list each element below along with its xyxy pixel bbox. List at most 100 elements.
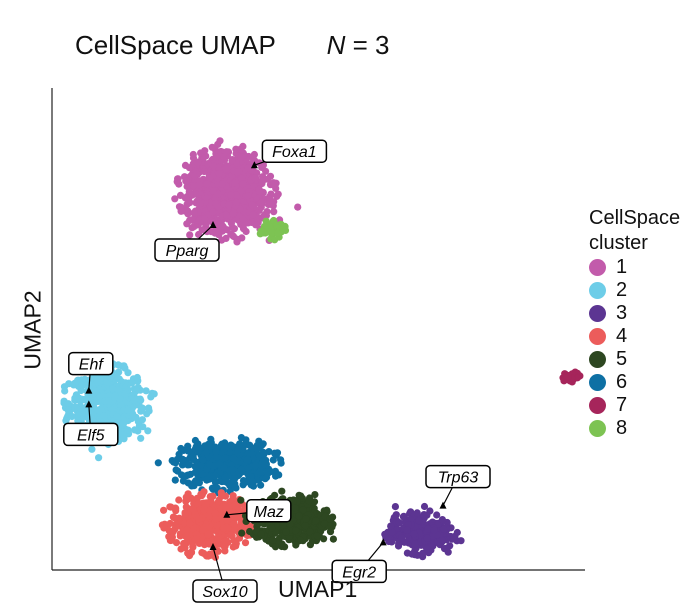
cluster-1-point [200, 167, 208, 176]
cluster-6-point [220, 445, 228, 453]
cluster-1-point [268, 201, 276, 209]
cluster-1-point [251, 174, 259, 182]
cluster-3-point [430, 526, 438, 534]
legend-item-6: 6 [589, 371, 689, 394]
cluster-2-point [104, 397, 113, 405]
cluster-8-point [274, 229, 282, 237]
cluster-3-point [403, 526, 411, 534]
annotation-arrow-icon [85, 400, 93, 408]
legend-label: 8 [616, 417, 628, 439]
cluster-1-point [196, 199, 204, 207]
gene-annotations: Foxa1 Pparg Ehf Elf5 Maz Sox10 Egr2 Trp63 [63, 139, 491, 603]
legend-swatch [589, 305, 606, 322]
annotation-arrow-icon [223, 510, 231, 518]
cluster-2-point [62, 417, 70, 425]
cluster-3-point [423, 534, 431, 542]
cluster-2-point [130, 396, 138, 404]
cluster-5-point [310, 498, 319, 506]
annotation-trp63: Trp63 [425, 464, 491, 509]
cluster-5-point [268, 524, 276, 532]
cluster-6-point [231, 483, 239, 491]
cluster-2-point [64, 400, 72, 408]
cluster-6-point [264, 470, 272, 478]
annotation-label: Maz [254, 504, 284, 521]
cluster-4-point [181, 510, 189, 518]
cluster-6-point [191, 468, 199, 476]
annotation-label: Foxa1 [272, 144, 316, 161]
cluster-1-point [227, 191, 235, 199]
legend-swatch [589, 259, 606, 276]
cluster-1-point [189, 150, 197, 159]
cluster-2-point [137, 396, 145, 404]
annotation-egr2: Egr2 [331, 538, 387, 584]
legend-item-2: 2 [589, 279, 689, 302]
cluster-2-point [131, 413, 139, 421]
cluster-6-point [202, 448, 210, 456]
cluster-5-point [320, 520, 328, 528]
cluster-1-point [239, 215, 247, 223]
cluster-3-point [411, 540, 419, 548]
cluster-1-point [209, 162, 217, 170]
cluster-1-point [176, 191, 185, 199]
cluster-2-point [144, 427, 152, 435]
cluster-1-point [193, 190, 201, 199]
cluster-4-point [192, 535, 200, 543]
cluster-2-point [138, 406, 146, 414]
cluster-8-point [257, 227, 265, 235]
cluster-1-point [223, 148, 231, 156]
cluster-4-point [215, 497, 223, 506]
cluster-6-point [240, 478, 248, 487]
cluster-5-point [297, 492, 305, 500]
cluster-4-point [214, 536, 222, 544]
annotation-box [63, 422, 119, 447]
cluster-6-point [179, 455, 187, 463]
cluster-3-point [398, 534, 406, 542]
cluster-1-point [208, 143, 216, 151]
legend-item-5: 5 [589, 348, 689, 371]
cluster-1-point [232, 145, 240, 153]
annotation-label: Sox10 [202, 584, 247, 601]
cluster-2-point [113, 413, 121, 421]
cluster-1-point [238, 153, 246, 161]
annotation-label: Pparg [166, 243, 209, 260]
cluster-6-point [185, 461, 193, 469]
cluster-3-point [426, 507, 434, 515]
cluster-6-point [228, 442, 236, 450]
cluster-6-point [189, 453, 197, 461]
cluster-2-point [111, 392, 119, 400]
cluster-3-point [395, 540, 403, 548]
cluster-5-point [326, 515, 334, 523]
cluster-3-point [382, 534, 390, 542]
annotation-box [68, 351, 114, 376]
legend-swatch [589, 374, 606, 391]
cluster-3-point [420, 502, 429, 511]
cluster-1-point [239, 180, 247, 188]
cluster-2-point [109, 385, 117, 393]
legend-label: 4 [616, 325, 628, 347]
cluster-5-point [306, 528, 314, 536]
cluster-6-point [225, 449, 233, 457]
cluster-4-point [183, 532, 191, 540]
cluster-5-point [257, 530, 265, 538]
cluster-5-point [302, 515, 310, 523]
cluster-3-point [415, 517, 423, 525]
cluster-1-point [194, 159, 202, 167]
cluster-1-point [270, 179, 278, 187]
legend-swatch [589, 328, 606, 345]
cluster-1-point [223, 211, 231, 219]
cluster-3-point [391, 503, 399, 511]
cluster-1-point [258, 177, 266, 185]
cluster-6-point [221, 454, 229, 462]
cluster-6-point [251, 461, 259, 470]
cluster-1-point [186, 231, 194, 239]
cluster-2-point [97, 405, 105, 413]
annotation-pparg: Pparg [154, 221, 220, 262]
cluster-2-point [131, 426, 139, 434]
annotation-arrow-icon [379, 538, 387, 546]
cluster-6-point [260, 460, 268, 469]
legend-item-3: 3 [589, 302, 689, 325]
cluster-4-point [199, 526, 207, 534]
cluster-4-point [177, 545, 185, 553]
cluster-4-point [176, 532, 184, 540]
annotation-arrow-icon [209, 221, 217, 228]
